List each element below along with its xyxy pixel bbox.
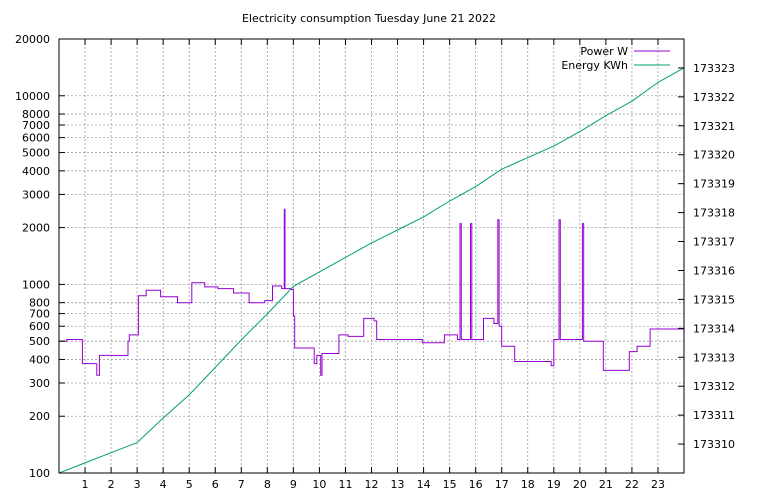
y-tick-label: 20000 bbox=[15, 33, 50, 46]
y2-tick-label: 173313 bbox=[693, 351, 735, 364]
y-tick-label: 8000 bbox=[22, 108, 50, 121]
legend-label: Power W bbox=[580, 45, 628, 58]
x-tick-label: 22 bbox=[625, 478, 639, 491]
y-tick-label: 6000 bbox=[22, 132, 50, 145]
y-tick-label: 3000 bbox=[22, 188, 50, 201]
chart-title: Electricity consumption Tuesday June 21 … bbox=[242, 12, 496, 25]
y-tick-label: 700 bbox=[29, 308, 50, 321]
x-tick-label: 21 bbox=[599, 478, 613, 491]
y2-tick-label: 173321 bbox=[693, 120, 735, 133]
y-tick-label: 800 bbox=[29, 297, 50, 310]
y2-tick-label: 173312 bbox=[693, 380, 735, 393]
y2-tick-label: 173315 bbox=[693, 293, 735, 306]
legend-label: Energy KWh bbox=[561, 59, 628, 72]
grid bbox=[59, 38, 684, 474]
x-tick-label: 18 bbox=[521, 478, 535, 491]
y-tick-label: 10000 bbox=[15, 90, 50, 103]
y-tick-label: 100 bbox=[29, 467, 50, 480]
x-tick-label: 23 bbox=[651, 478, 665, 491]
y2-tick-label: 173322 bbox=[693, 91, 735, 104]
plot-series bbox=[59, 67, 684, 473]
y-tick-label: 2000 bbox=[22, 222, 50, 235]
y-tick-label: 4000 bbox=[22, 165, 50, 178]
y-tick-label: 1000 bbox=[22, 278, 50, 291]
x-tick-label: 7 bbox=[238, 478, 245, 491]
axes: 1 2 3 4 5 6 7 8 9 10 11 12 13 14 15 16 17 18 19 20 21 22 23100… bbox=[15, 33, 735, 491]
x-tick-label: 20 bbox=[573, 478, 587, 491]
y-tick-label: 400 bbox=[29, 353, 50, 366]
y-tick-label: 600 bbox=[29, 320, 50, 333]
x-tick-label: 9 bbox=[290, 478, 297, 491]
x-tick-label: 19 bbox=[547, 478, 561, 491]
x-tick-label: 15 bbox=[443, 478, 457, 491]
y-tick-label: 300 bbox=[29, 377, 50, 390]
y2-tick-label: 173323 bbox=[693, 62, 735, 75]
x-tick-label: 8 bbox=[264, 478, 271, 491]
x-tick-label: 11 bbox=[338, 478, 352, 491]
y-tick-label: 200 bbox=[29, 410, 50, 423]
power-series-line bbox=[59, 208, 684, 376]
y2-tick-label: 173310 bbox=[693, 438, 735, 451]
x-tick-label: 6 bbox=[212, 478, 219, 491]
x-tick-label: 5 bbox=[186, 478, 193, 491]
energy-series-line bbox=[59, 67, 684, 473]
y2-tick-label: 173317 bbox=[693, 236, 735, 249]
x-tick-label: 13 bbox=[391, 478, 405, 491]
y2-tick-label: 173314 bbox=[693, 322, 735, 335]
y2-tick-label: 173319 bbox=[693, 178, 735, 191]
y-tick-label: 5000 bbox=[22, 147, 50, 160]
y2-tick-label: 173320 bbox=[693, 149, 735, 162]
x-tick-label: 4 bbox=[160, 478, 167, 491]
x-tick-label: 1 bbox=[82, 478, 89, 491]
y2-tick-label: 173318 bbox=[693, 207, 735, 220]
y-tick-label: 500 bbox=[29, 335, 50, 348]
x-tick-label: 10 bbox=[312, 478, 326, 491]
x-tick-label: 16 bbox=[469, 478, 483, 491]
y2-tick-label: 173316 bbox=[693, 264, 735, 277]
x-tick-label: 12 bbox=[365, 478, 379, 491]
x-tick-label: 14 bbox=[417, 478, 431, 491]
x-tick-label: 17 bbox=[495, 478, 509, 491]
x-tick-label: 2 bbox=[108, 478, 115, 491]
x-tick-label: 3 bbox=[134, 478, 141, 491]
y-tick-label: 7000 bbox=[22, 119, 50, 132]
y2-tick-label: 173311 bbox=[693, 409, 735, 422]
